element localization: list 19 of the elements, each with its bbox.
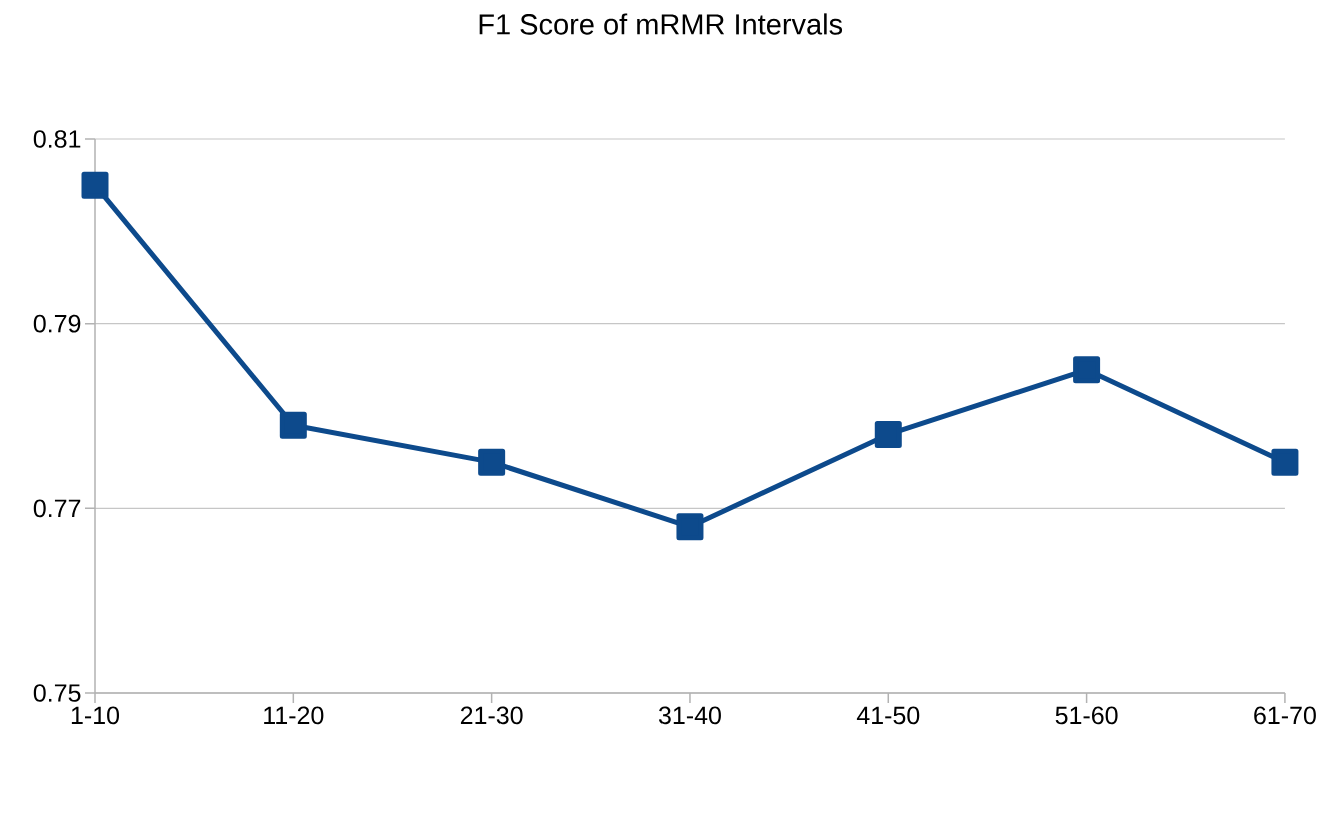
y-tick-label: 0.81 [33,130,81,148]
point [478,448,506,476]
y-tick-label: 0.77 [33,499,81,518]
point [874,420,902,448]
y-tick-label: 0.79 [33,314,81,333]
x-tick-label: 51-60 [1055,706,1118,725]
point [1271,448,1299,476]
x-tick-label: 41-50 [856,706,920,725]
point [81,171,109,199]
x-tick-label: 61-70 [1254,706,1316,725]
point [279,411,307,439]
y-tick-label: 0.75 [33,684,81,702]
x-tick-label: 31-40 [658,706,721,725]
point [676,513,704,541]
x-tick-label: 1-10 [71,706,120,725]
chart-title: F1 Score of mRMR Intervals [479,13,843,35]
point [1073,356,1101,384]
x-tick-label: 21-30 [460,706,523,725]
x-tick-label: 11-20 [264,706,324,725]
